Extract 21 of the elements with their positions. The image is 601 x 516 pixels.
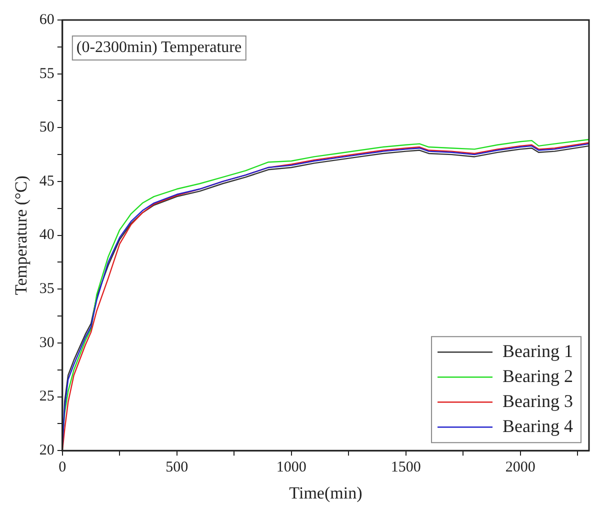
y-tick-label: 30: [39, 334, 54, 351]
x-tick-label: 1500: [390, 460, 421, 476]
x-tick-label: 1000: [276, 460, 306, 476]
y-tick-label: 60: [39, 12, 54, 28]
legend-label: Bearing 2: [502, 366, 574, 386]
y-tick-label: 25: [39, 388, 54, 405]
x-axis-title: Time(min): [289, 483, 362, 502]
y-tick-label: 20: [39, 442, 54, 459]
y-tick-label: 40: [39, 227, 54, 244]
legend-label: Bearing 1: [502, 340, 574, 361]
y-tick-label: 35: [39, 281, 54, 298]
x-tick-label: 500: [166, 460, 188, 476]
legend-label: Bearing 3: [502, 390, 574, 411]
y-tick-label: 50: [39, 120, 54, 136]
y-axis-title: Temperature (°C): [12, 176, 31, 295]
x-tick-label: 0: [58, 460, 66, 476]
x-tick-label: 2000: [505, 460, 536, 476]
annotation: (0-2300min) Temperature: [76, 39, 242, 56]
legend-label: Bearing 4: [502, 416, 574, 436]
y-tick-label: 55: [39, 66, 54, 82]
y-tick-label: 45: [39, 173, 54, 190]
